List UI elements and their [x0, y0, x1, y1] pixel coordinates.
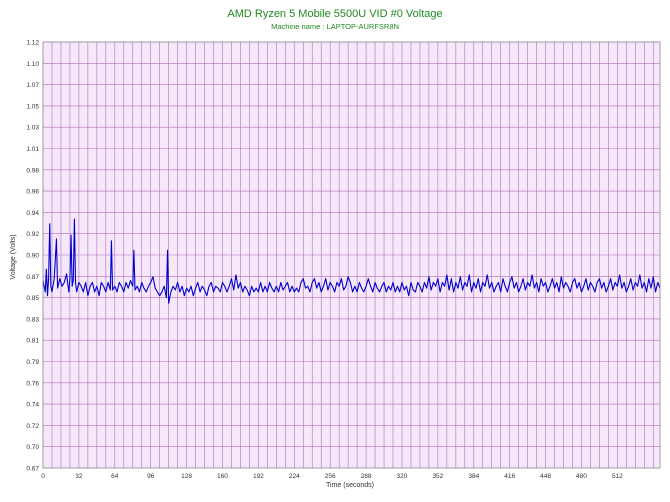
y-axis-label: Voltage (Volts) [10, 234, 17, 279]
y-tick-label: 1.03 [26, 125, 39, 132]
x-tick-label: 192 [253, 473, 264, 480]
x-tick-label: 128 [181, 473, 192, 480]
y-tick-label: 0.94 [26, 210, 39, 217]
x-tick-label: 0 [41, 473, 45, 480]
x-axis-label: Time (seconds) [326, 482, 374, 489]
y-axis-ticks: 0.67 0.70 0.72 0.74 0.76 0.79 0.81 0.83 0.85 0.87… [26, 40, 39, 473]
y-tick-label: 0.70 [26, 444, 39, 451]
x-tick-label: 480 [576, 473, 587, 480]
chart-subtitle: Machine name : LAPTOP-AURFSR8N [271, 22, 399, 31]
y-tick-label: 0.76 [26, 380, 39, 387]
y-tick-label: 0.96 [26, 189, 39, 196]
y-tick-label: 1.12 [26, 40, 39, 47]
x-tick-label: 448 [540, 473, 551, 480]
y-tick-label: 1.07 [26, 82, 39, 89]
y-tick-label: 0.92 [26, 231, 39, 238]
x-axis-ticks: 0 32 64 96 128 160 192 224 256 288 320 352 384 416 448… [41, 473, 623, 480]
x-tick-label: 32 [75, 473, 83, 480]
x-tick-label: 288 [361, 473, 372, 480]
y-tick-label: 1.10 [26, 61, 39, 68]
y-tick-label: 1.05 [26, 103, 39, 110]
x-tick-label: 224 [289, 473, 300, 480]
y-tick-label: 0.85 [26, 295, 39, 302]
x-tick-label: 384 [468, 473, 479, 480]
y-tick-label: 0.90 [26, 253, 39, 260]
x-tick-label: 320 [397, 473, 408, 480]
grid-lines [43, 42, 660, 468]
chart-title: AMD Ryzen 5 Mobile 5500U VID #0 Voltage [227, 8, 442, 20]
x-tick-label: 416 [504, 473, 515, 480]
y-tick-label: 0.79 [26, 359, 39, 366]
x-tick-label: 96 [147, 473, 155, 480]
y-tick-label: 0.67 [26, 466, 39, 473]
y-tick-label: 0.72 [26, 423, 39, 430]
y-tick-label: 0.87 [26, 274, 39, 281]
x-tick-label: 160 [217, 473, 228, 480]
y-tick-label: 0.81 [26, 338, 39, 345]
y-tick-label: 0.83 [26, 316, 39, 323]
series-line-voltage [42, 218, 661, 304]
plot-border [42, 41, 661, 469]
x-tick-label: 512 [612, 473, 623, 480]
y-tick-label: 0.74 [26, 402, 39, 409]
x-tick-label: 64 [111, 473, 119, 480]
y-tick-label: 1.01 [26, 146, 39, 153]
x-tick-label: 352 [432, 473, 443, 480]
y-tick-label: 0.98 [26, 167, 39, 174]
x-tick-label: 256 [325, 473, 336, 480]
